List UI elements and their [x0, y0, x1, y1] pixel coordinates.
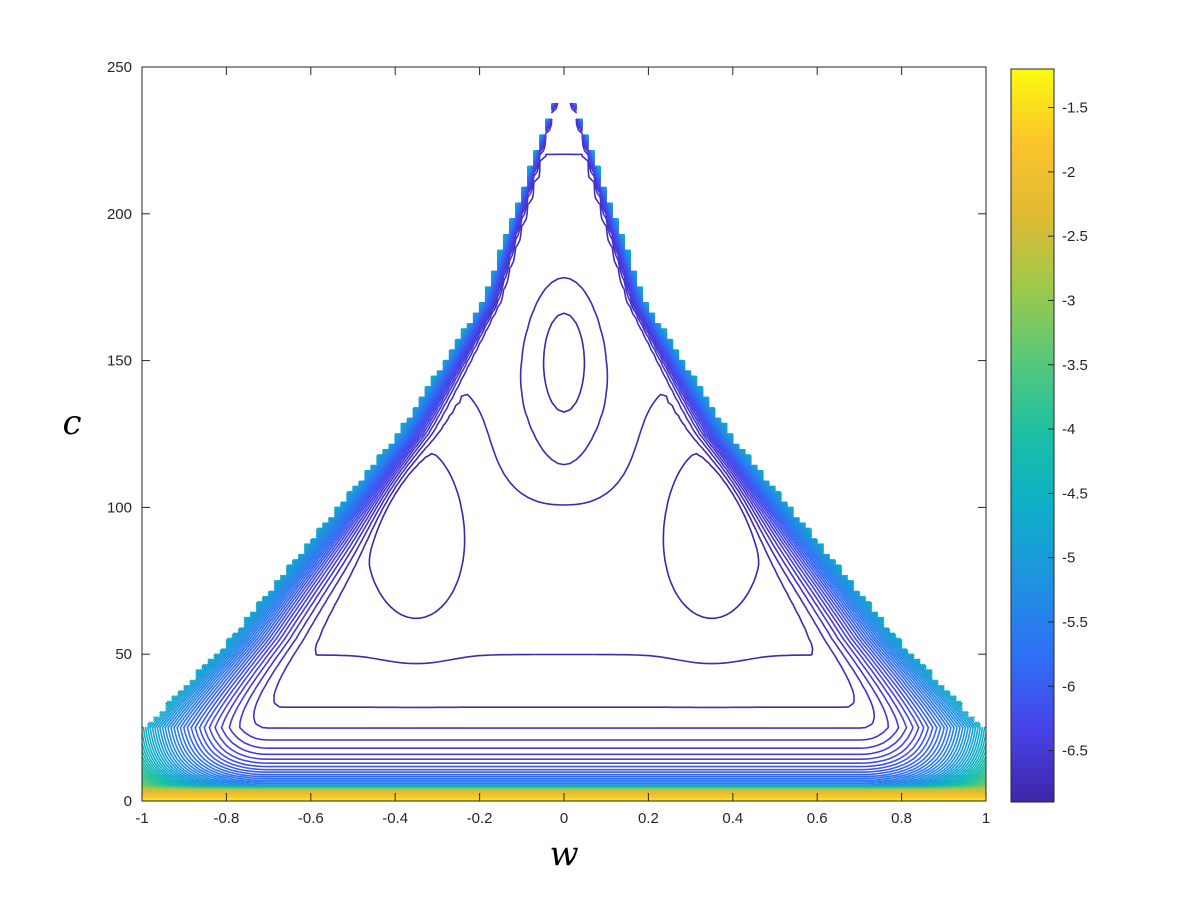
x-tick-label: -0.2 — [467, 810, 493, 827]
contour-level — [252, 102, 876, 729]
colorbar-tick-label: -2.5 — [1062, 228, 1088, 245]
colorbar-tick-label: -3.5 — [1062, 357, 1088, 374]
colorbar-tick-label: -4.5 — [1062, 485, 1088, 502]
colorbar-tick-label: -3 — [1062, 292, 1075, 309]
contour-level — [208, 102, 920, 764]
colorbar-tick-label: -6.5 — [1062, 743, 1088, 760]
contour-level — [273, 153, 855, 709]
colorbar-tick-label: -4 — [1062, 421, 1075, 438]
x-tick-label: -0.4 — [382, 810, 408, 827]
x-tick-label: 0 — [560, 810, 568, 827]
colorbar-tick-label: -2 — [1062, 164, 1075, 181]
x-tick-label: 0.2 — [638, 810, 659, 827]
x-axis-label: w — [549, 834, 578, 874]
y-tick-label: 200 — [107, 206, 132, 223]
y-tick-label: 100 — [107, 499, 132, 516]
x-tick-label: 0.8 — [891, 810, 912, 827]
x-tick-label: 1 — [982, 810, 990, 827]
x-axis-ticks: -1 -0.8 -0.6 -0.4 -0.2 0 0.2 0.4 0.6 0.8 1 — [135, 67, 990, 827]
x-tick-label: -0.8 — [213, 810, 239, 827]
contour-level — [314, 276, 814, 665]
contour-lines — [142, 102, 986, 801]
y-tick-label: 0 — [124, 793, 132, 810]
y-tick-label: 250 — [107, 59, 132, 76]
y-tick-label: 150 — [107, 353, 132, 370]
x-tick-label: -0.6 — [298, 810, 324, 827]
x-tick-label: 0.4 — [722, 810, 743, 827]
colorbar — [1011, 69, 1054, 802]
contour-level — [368, 312, 760, 620]
colorbar-ticks: -1.5 -2 -2.5 -3 -3.5 -4 -4.5 -5 -5.5 -6 -6.5 — [1048, 100, 1088, 760]
contour-level — [228, 102, 900, 749]
y-tick-label: 50 — [115, 646, 132, 663]
x-tick-label: -1 — [135, 810, 148, 827]
colorbar-tick-label: -6 — [1062, 678, 1075, 695]
x-tick-label: 0.6 — [807, 810, 828, 827]
y-axis-label: c — [62, 403, 81, 443]
colorbar-tick-label: -1.5 — [1062, 100, 1088, 117]
colorbar-frame — [1010, 68, 1055, 803]
colorbar-tick-label: -5 — [1062, 550, 1075, 567]
plot-background — [142, 67, 986, 801]
colorbar-tick-label: -5.5 — [1062, 614, 1088, 631]
y-axis-ticks: 0 50 100 150 200 250 — [107, 59, 986, 810]
